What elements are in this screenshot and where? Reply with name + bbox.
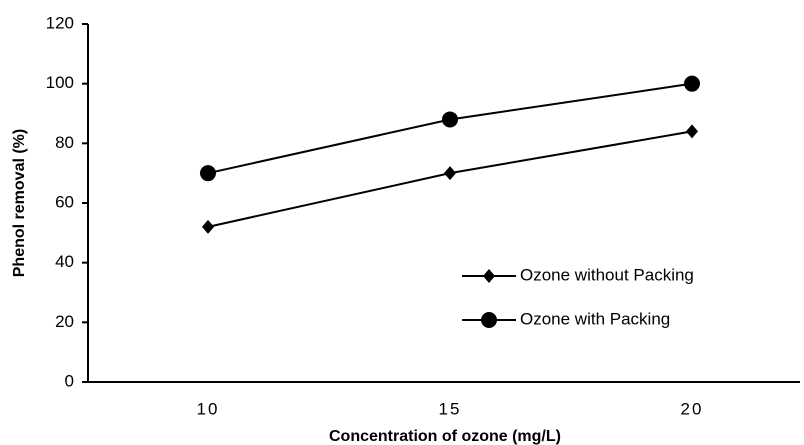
x-tick-label: 10 bbox=[197, 399, 220, 418]
y-tick-label: 60 bbox=[55, 192, 74, 211]
x-tick-label: 15 bbox=[439, 399, 462, 418]
legend-marker bbox=[483, 269, 495, 283]
y-axis-title: Phenol removal (%) bbox=[11, 129, 28, 277]
legend-marker bbox=[481, 312, 497, 328]
data-point bbox=[442, 111, 458, 128]
data-point bbox=[686, 124, 698, 139]
y-tick-label: 80 bbox=[55, 133, 74, 152]
data-point bbox=[200, 165, 216, 182]
data-point bbox=[444, 166, 456, 181]
data-point bbox=[684, 75, 700, 92]
series-line bbox=[207, 82, 693, 175]
y-tick-label: 0 bbox=[65, 371, 74, 390]
x-tick-label: 20 bbox=[681, 399, 704, 418]
y-tick-label: 40 bbox=[55, 252, 74, 271]
data-point bbox=[202, 219, 214, 234]
y-tick-label: 100 bbox=[46, 73, 74, 92]
y-tick-label: 20 bbox=[55, 312, 74, 331]
legend-label: Ozone with Packing bbox=[520, 309, 670, 328]
legend-label: Ozone without Packing bbox=[520, 265, 694, 284]
y-tick-label: 120 bbox=[46, 13, 74, 32]
x-axis-title: Concentration of ozone (mg/L) bbox=[329, 428, 561, 445]
